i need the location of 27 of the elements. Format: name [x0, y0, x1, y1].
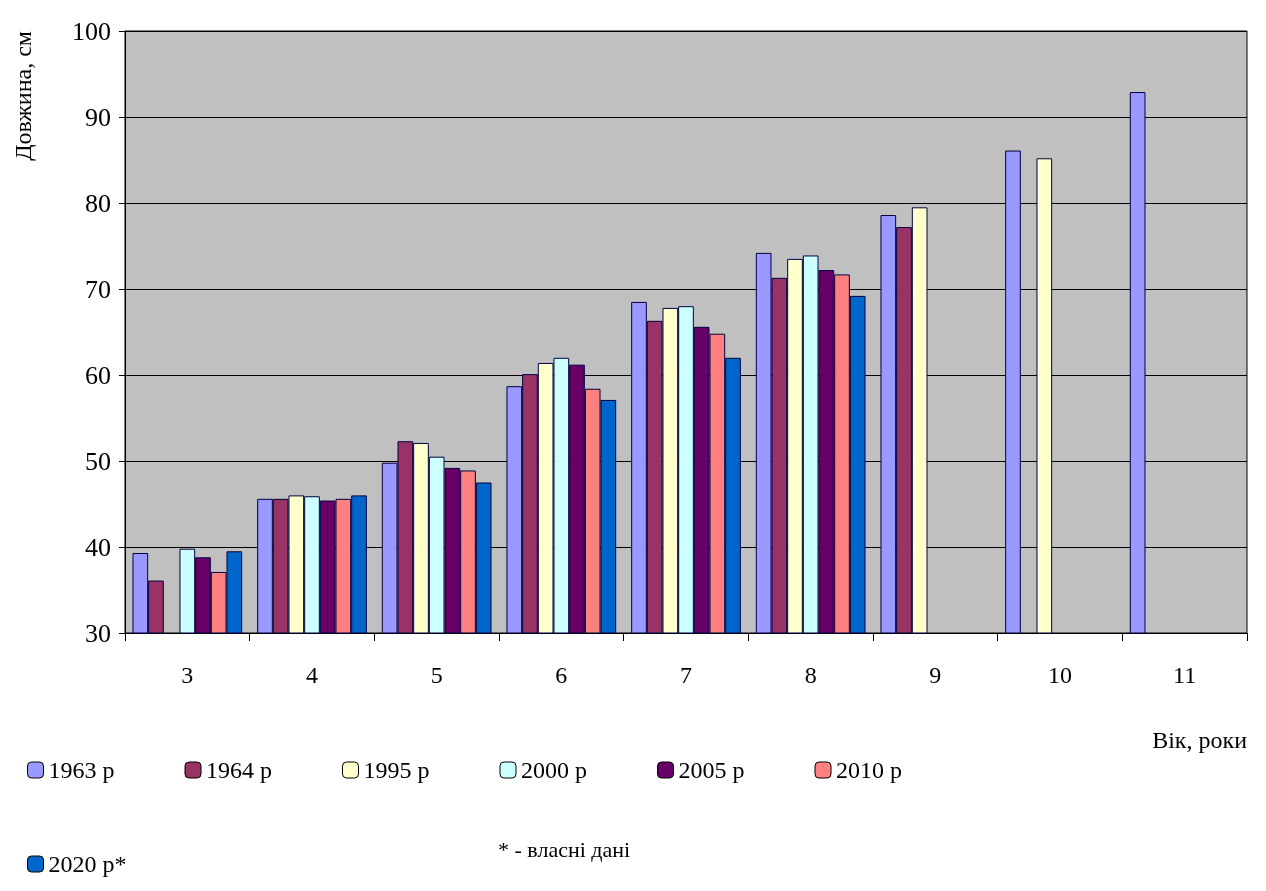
y-tick-label: 100	[72, 16, 111, 46]
x-tick-label: 7	[680, 662, 692, 688]
x-tick-label: 10	[1048, 662, 1072, 688]
legend-label: 2005 р	[678, 757, 745, 783]
x-tick-label: 8	[804, 662, 817, 688]
legend-label: 1995 р	[363, 757, 430, 783]
y-tick-label: 80	[85, 188, 111, 218]
x-tick-label: 5	[430, 662, 443, 688]
legend-label: 2020 р*	[48, 851, 127, 877]
y-tick-label: 30	[85, 618, 111, 648]
x-tick-label: 4	[306, 662, 318, 688]
legend-label: 2000 р	[521, 757, 587, 783]
x-tick-label: 9	[929, 662, 942, 688]
x-tick-label: 11	[1173, 662, 1197, 688]
x-tick-label: 3	[181, 662, 194, 688]
legend-label: 1964 р	[206, 757, 272, 783]
text: * - власні дані	[498, 836, 631, 862]
y-tick-label: 60	[85, 360, 111, 390]
legend-label: 1963 р	[48, 757, 115, 783]
y-tick-label: 90	[85, 102, 111, 132]
legend-label: 2010 р	[836, 757, 902, 783]
y-tick-label: 50	[85, 446, 111, 476]
y-tick-label: 70	[85, 274, 111, 304]
x-axis-title: Вік, роки	[1152, 727, 1248, 753]
y-tick-label: 40	[85, 532, 111, 562]
x-tick-label: 6	[555, 662, 568, 688]
y-axis-title: Довжина, см	[10, 31, 36, 161]
